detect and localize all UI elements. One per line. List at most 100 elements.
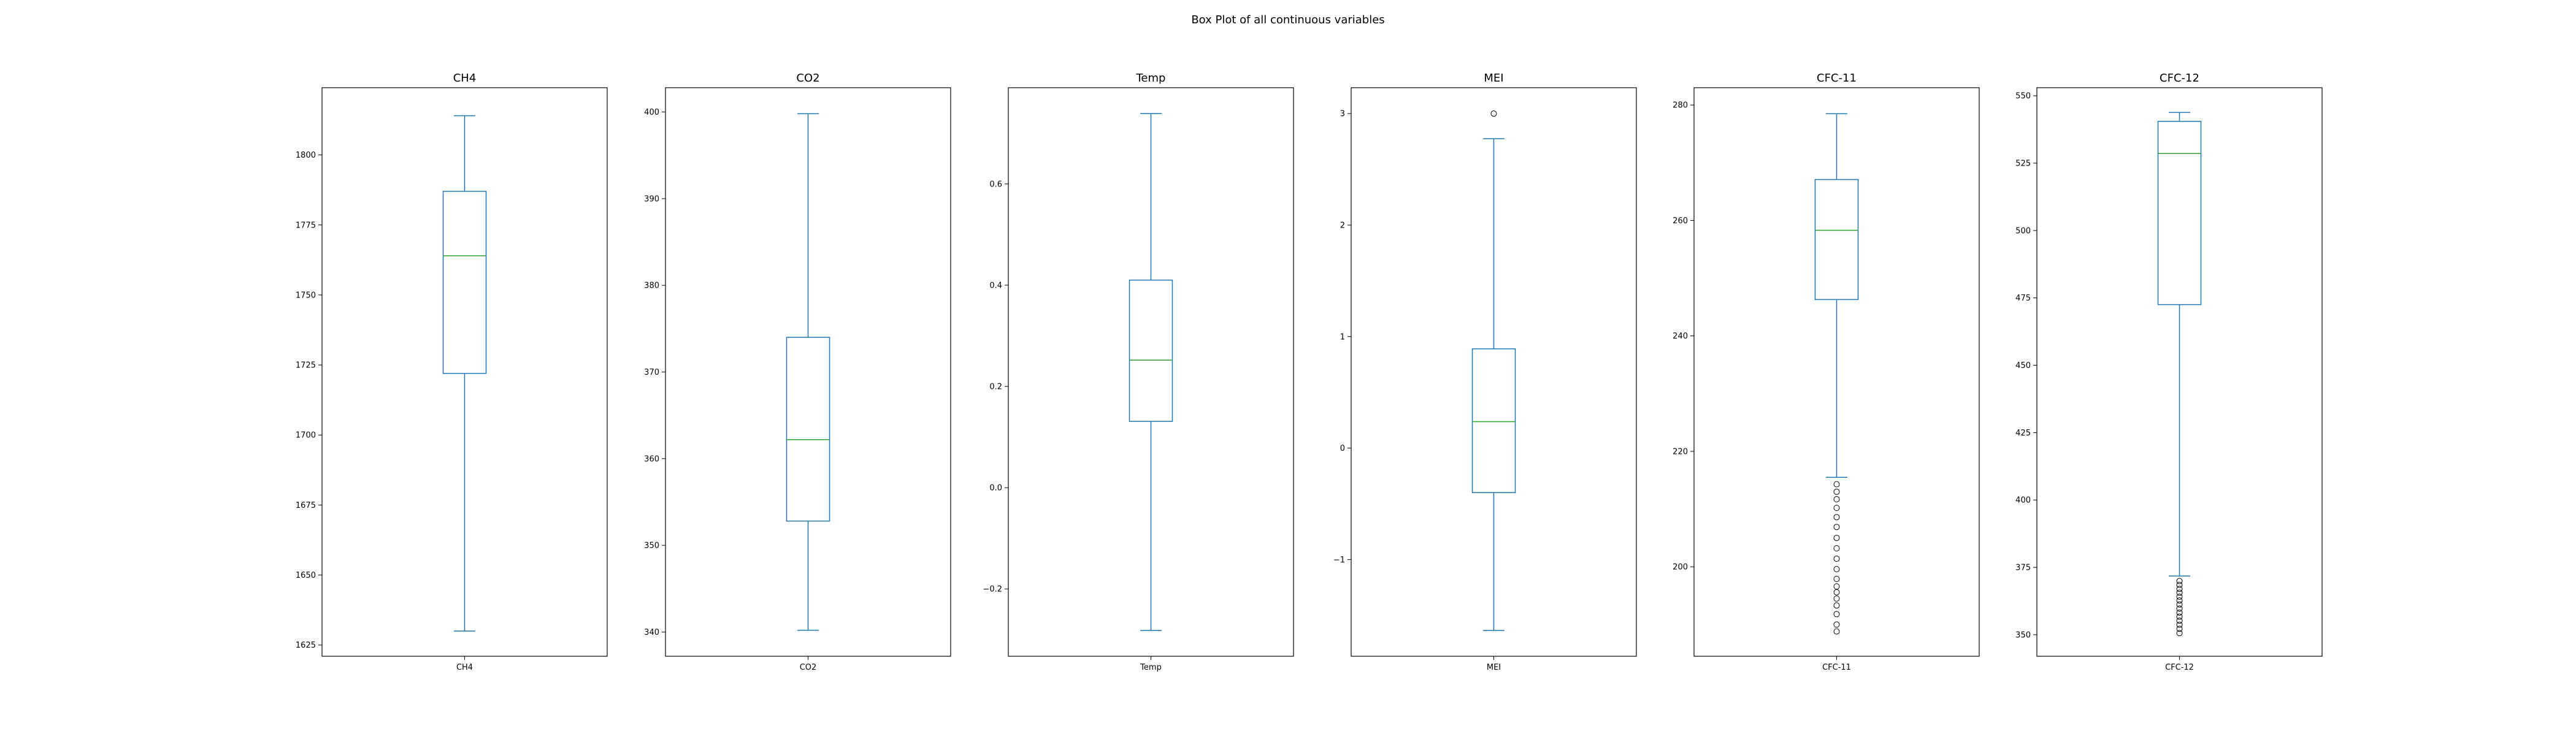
y-tick-label: 1725 <box>296 361 316 370</box>
outlier-point <box>1833 628 1840 635</box>
y-tick-label: 280 <box>1673 101 1688 110</box>
outlier-point <box>1833 514 1840 521</box>
outlier-point <box>2176 593 2183 600</box>
x-tick-label: CFC-11 <box>1822 663 1851 672</box>
outlier-point <box>1833 583 1840 590</box>
iqr-box <box>1814 178 1859 301</box>
x-tick-label: CO2 <box>800 663 817 672</box>
subplot-title: CFC-12 <box>2160 72 2199 85</box>
y-tick-label: 525 <box>2015 159 2031 169</box>
y-tick-label: 360 <box>644 454 659 464</box>
y-tick-label: 375 <box>2015 564 2031 573</box>
figure-suptitle: Box Plot of all continuous variables <box>1191 13 1384 26</box>
outlier-point <box>1833 496 1840 503</box>
y-tick-label: 500 <box>2015 226 2031 236</box>
subplot-temp: Temp −0.2 0.0 0.2 0.4 0.6 Temp <box>983 72 1294 672</box>
outlier-point <box>2176 630 2183 637</box>
outlier-point <box>1833 545 1840 552</box>
y-tick-label: 260 <box>1673 217 1688 226</box>
outlier-point <box>1833 565 1840 572</box>
iqr-box <box>1129 279 1173 422</box>
axes-frame <box>1008 87 1294 657</box>
subplot-mei: MEI −1 0 1 2 3 MEI <box>1333 72 1637 672</box>
outlier-point <box>2176 618 2183 624</box>
y-tick-label: 550 <box>2015 92 2031 101</box>
outlier-point <box>1833 488 1840 495</box>
y-tick-label: 0.6 <box>989 180 1002 189</box>
y-tick-label: 350 <box>2015 631 2031 640</box>
subplot-title: MEI <box>1484 72 1503 85</box>
y-tick-label: 350 <box>644 542 659 551</box>
outlier-point <box>2176 581 2183 588</box>
outlier-point <box>2176 578 2183 585</box>
outlier-point <box>1833 611 1840 618</box>
subplot-co2: CO2 340 350 360 370 380 390 400 CO2 <box>644 72 951 672</box>
outlier-point <box>1833 575 1840 582</box>
y-tick-label: 400 <box>2015 496 2031 505</box>
outlier-point <box>1833 505 1840 512</box>
outlier-point <box>2176 586 2183 592</box>
iqr-box <box>2157 121 2202 305</box>
y-tick-label: 0.0 <box>989 484 1002 493</box>
y-tick-label: 1625 <box>296 641 316 650</box>
y-tick-label: 1 <box>1340 332 1345 342</box>
outlier-point <box>1833 535 1840 542</box>
subplot-title: CH4 <box>453 72 477 85</box>
outlier-point <box>2176 605 2183 612</box>
outlier-point <box>1833 481 1840 488</box>
y-tick-label: 1800 <box>296 151 316 160</box>
y-tick-label: 475 <box>2015 294 2031 303</box>
x-tick-label: CH4 <box>456 663 473 672</box>
axes-frame <box>321 87 608 657</box>
outlier-point <box>1490 110 1497 117</box>
y-tick-label: −1 <box>1333 556 1345 565</box>
iqr-box <box>442 191 487 374</box>
axes-frame <box>665 87 951 657</box>
subplot-cfc-11: CFC-11 200 220 240 260 280 CFC-11 <box>1673 72 1980 672</box>
subplot-title: Temp <box>1136 72 1166 85</box>
outlier-point <box>1833 621 1840 628</box>
outlier-point <box>1833 555 1840 562</box>
outlier-point <box>2176 609 2183 616</box>
axes-frame <box>2036 87 2323 657</box>
y-tick-label: 1700 <box>296 431 316 440</box>
outlier-point <box>2176 621 2183 628</box>
y-tick-label: 0 <box>1340 444 1345 453</box>
outlier-point <box>2176 613 2183 620</box>
y-tick-label: 380 <box>644 282 659 291</box>
x-tick-label: CFC-12 <box>2165 663 2194 672</box>
subplot-cfc-12: CFC-12 350 375 400 425 450 475 500 525 550 CFC-12 <box>2015 72 2323 672</box>
outlier-point <box>2176 589 2183 596</box>
x-tick-label: Temp <box>1140 663 1162 672</box>
y-tick-label: 390 <box>644 194 659 204</box>
y-tick-label: 240 <box>1673 332 1688 341</box>
y-tick-label: 425 <box>2015 429 2031 438</box>
y-tick-label: −0.2 <box>983 585 1002 594</box>
outlier-point <box>2176 626 2183 632</box>
outlier-point <box>1833 589 1840 596</box>
y-tick-label: 1675 <box>296 501 316 510</box>
subplot-grid: CH4 1625 1650 1675 1700 1725 1750 1775 1800 CH4 CO… <box>296 72 2323 672</box>
outlier-point <box>2176 597 2183 604</box>
y-tick-label: 450 <box>2015 361 2031 370</box>
x-tick-label: MEI <box>1487 663 1501 672</box>
y-tick-label: 3 <box>1340 110 1345 119</box>
outlier-point <box>2176 601 2183 608</box>
y-tick-label: 0.2 <box>989 383 1002 392</box>
y-tick-label: 400 <box>644 108 659 117</box>
y-tick-label: 1750 <box>296 291 316 300</box>
axes-frame <box>1693 87 1980 657</box>
y-tick-label: 370 <box>644 368 659 377</box>
y-tick-label: 1650 <box>296 571 316 580</box>
y-tick-label: 1775 <box>296 221 316 230</box>
y-tick-label: 220 <box>1673 447 1688 456</box>
outlier-point <box>1833 595 1840 602</box>
axes-frame <box>1351 87 1637 657</box>
subplot-title: CO2 <box>796 72 819 85</box>
y-tick-label: 340 <box>644 628 659 637</box>
subplot-ch4: CH4 1625 1650 1675 1700 1725 1750 1775 1800 CH4 <box>296 72 608 672</box>
iqr-box <box>786 337 830 522</box>
outlier-point <box>1833 602 1840 609</box>
outlier-point <box>1833 524 1840 531</box>
